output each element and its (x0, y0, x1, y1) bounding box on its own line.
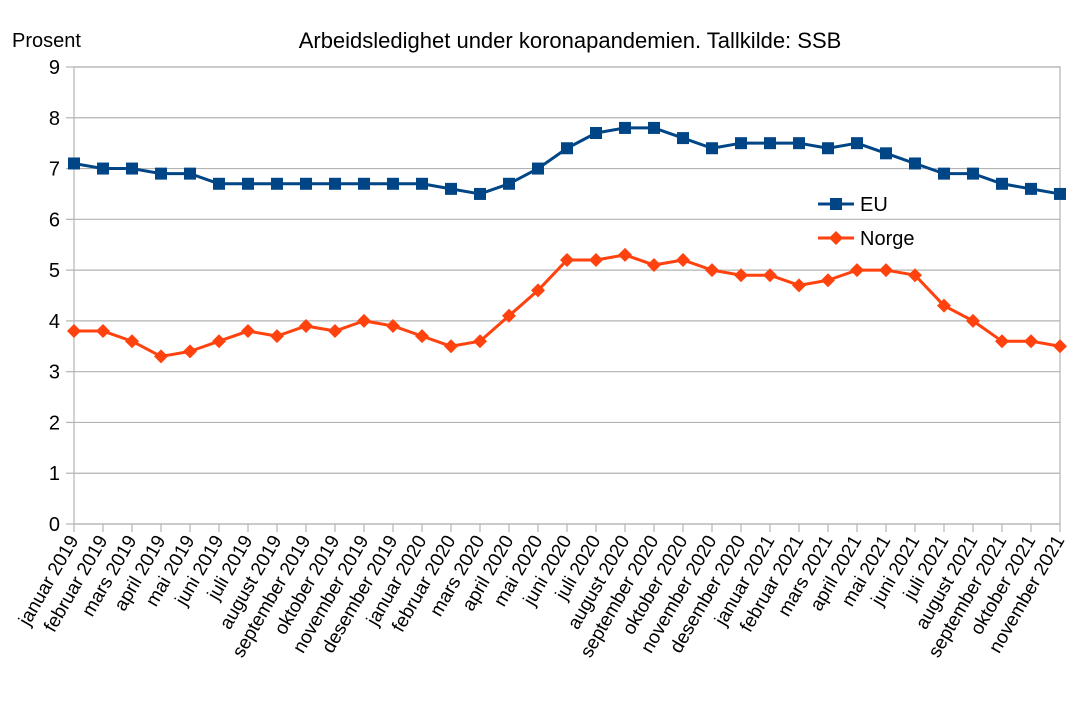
y-tick-label: 7 (49, 159, 60, 181)
y-tick-label: 9 (49, 57, 60, 79)
data-point (879, 263, 893, 278)
y-tick-labels: 0 1 2 3 4 5 6 7 8 9 (49, 57, 60, 536)
data-point (242, 177, 254, 190)
data-point (735, 137, 747, 150)
data-point (589, 252, 603, 267)
series (67, 121, 1067, 364)
legend-marker (829, 231, 843, 245)
data-point (764, 137, 776, 150)
data-point (155, 167, 167, 180)
data-point (329, 177, 341, 190)
data-point (473, 334, 487, 349)
data-point (822, 142, 834, 155)
data-point (68, 157, 80, 170)
data-point (967, 167, 979, 180)
data-point (706, 142, 718, 155)
plot-area (73, 66, 1061, 525)
data-point (792, 278, 806, 293)
data-point (618, 247, 632, 262)
data-point (387, 177, 399, 190)
data-point (908, 268, 922, 283)
data-point (415, 329, 429, 344)
data-point (821, 273, 835, 288)
data-point (734, 268, 748, 283)
data-point (532, 162, 544, 175)
data-point (299, 318, 313, 333)
data-point (995, 334, 1009, 349)
data-point (763, 268, 777, 283)
legend-marker (830, 198, 842, 210)
data-point (850, 263, 864, 278)
data-point (1024, 334, 1038, 349)
data-point (1025, 182, 1037, 195)
data-point (561, 142, 573, 155)
data-point (212, 334, 226, 349)
data-point (590, 127, 602, 140)
y-tick-label: 0 (49, 514, 60, 536)
data-point (909, 157, 921, 170)
y-tick-label: 8 (49, 108, 60, 130)
data-point (445, 182, 457, 195)
y-tick-label: 5 (49, 260, 60, 282)
data-point (358, 177, 370, 190)
y-tick-label: 4 (49, 311, 60, 333)
data-point (996, 177, 1008, 190)
data-point (966, 313, 980, 328)
legend: EU Norge (818, 194, 914, 250)
legend-label: Norge (860, 228, 914, 250)
legend-item-norge: Norge (818, 228, 914, 250)
data-point (1053, 339, 1067, 354)
data-point (648, 121, 660, 134)
data-point (241, 324, 255, 339)
y-tick-label: 2 (49, 412, 60, 434)
data-point (126, 162, 138, 175)
data-point (851, 137, 863, 150)
data-point (416, 177, 428, 190)
data-point (270, 329, 284, 344)
data-point (386, 318, 400, 333)
data-point (183, 344, 197, 359)
axes (66, 66, 1061, 532)
y-axis-label: Prosent (12, 30, 81, 52)
data-point (474, 187, 486, 200)
series-eu (68, 121, 1066, 200)
data-point (647, 258, 661, 273)
data-point (184, 167, 196, 180)
data-point (677, 132, 689, 145)
legend-label: EU (860, 194, 888, 216)
data-point (271, 177, 283, 190)
data-point (531, 283, 545, 298)
y-tick-label: 3 (49, 362, 60, 384)
data-point (300, 177, 312, 190)
data-point (793, 137, 805, 150)
data-point (503, 177, 515, 190)
data-point (154, 349, 168, 364)
data-point (67, 324, 81, 339)
series-norge (67, 247, 1067, 364)
data-point (1054, 187, 1066, 200)
gridlines (74, 66, 1060, 525)
data-point (676, 252, 690, 267)
data-point (357, 313, 371, 328)
data-point (880, 147, 892, 160)
data-point (213, 177, 225, 190)
data-point (97, 162, 109, 175)
data-point (560, 252, 574, 267)
y-tick-label: 1 (49, 463, 60, 485)
chart-title: Arbeidsledighet under koronapandemien. T… (299, 28, 842, 53)
data-point (444, 339, 458, 354)
data-point (96, 324, 110, 339)
data-point (502, 308, 516, 323)
data-point (705, 263, 719, 278)
data-point (619, 121, 631, 134)
data-point (328, 324, 342, 339)
data-point (938, 167, 950, 180)
y-tick-label: 6 (49, 209, 60, 231)
data-point (125, 334, 139, 349)
data-point (937, 298, 951, 313)
legend-item-eu: EU (818, 194, 888, 216)
